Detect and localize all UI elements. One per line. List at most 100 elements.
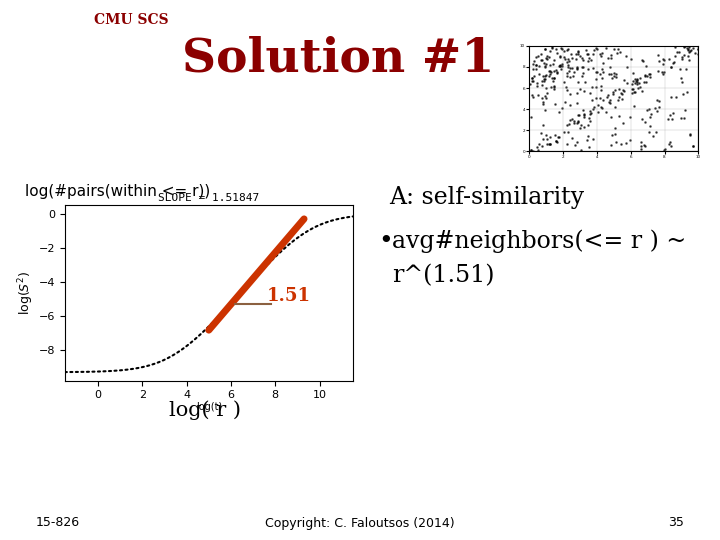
- Point: [526, 73, 537, 82]
- Point: [679, 42, 690, 51]
- Point: [562, 55, 574, 63]
- Point: [631, 80, 643, 89]
- Point: [667, 115, 678, 124]
- Point: [613, 111, 625, 120]
- Point: [635, 141, 647, 150]
- Point: [525, 113, 536, 122]
- Point: [563, 66, 575, 75]
- Point: [526, 76, 538, 85]
- Point: [544, 67, 556, 76]
- Point: [681, 44, 693, 52]
- Point: [571, 50, 582, 58]
- Point: [544, 60, 556, 69]
- Point: [668, 57, 680, 66]
- Point: [613, 92, 624, 101]
- Point: [615, 140, 626, 149]
- Point: [556, 45, 567, 53]
- Point: [657, 55, 669, 63]
- Point: [548, 82, 559, 91]
- Point: [653, 57, 665, 65]
- Point: [541, 52, 553, 60]
- Point: [603, 53, 614, 62]
- Point: [541, 59, 552, 68]
- Point: [595, 85, 606, 94]
- Point: [629, 101, 640, 110]
- Point: [536, 93, 547, 102]
- Point: [552, 133, 564, 141]
- Text: CMU SCS: CMU SCS: [94, 14, 168, 28]
- Point: [572, 118, 584, 126]
- Point: [644, 72, 655, 81]
- Point: [610, 70, 621, 79]
- Point: [662, 114, 674, 123]
- Point: [621, 63, 633, 71]
- Point: [606, 51, 617, 59]
- Point: [585, 110, 596, 119]
- Point: [640, 62, 652, 71]
- Point: [548, 66, 559, 75]
- Point: [546, 44, 558, 52]
- Point: [528, 72, 539, 80]
- Point: [627, 77, 639, 86]
- Point: [635, 138, 647, 146]
- Point: [540, 45, 552, 54]
- Point: [579, 87, 590, 96]
- Point: [546, 43, 557, 51]
- Point: [617, 86, 629, 94]
- Point: [590, 75, 602, 84]
- Point: [562, 85, 573, 94]
- Point: [628, 69, 639, 77]
- Point: [562, 44, 574, 53]
- Point: [562, 63, 573, 71]
- Point: [528, 59, 539, 68]
- Point: [539, 62, 550, 71]
- Point: [660, 145, 671, 153]
- Point: [539, 75, 551, 83]
- Point: [549, 100, 560, 109]
- Point: [564, 63, 575, 72]
- Point: [537, 71, 549, 80]
- Point: [564, 73, 576, 82]
- Point: [564, 116, 575, 125]
- Point: [595, 94, 606, 103]
- Point: [609, 130, 621, 139]
- Point: [536, 50, 547, 59]
- Point: [548, 77, 559, 86]
- Point: [605, 141, 616, 150]
- Point: [582, 132, 593, 140]
- Point: [625, 55, 636, 63]
- Point: [541, 93, 552, 102]
- Point: [585, 109, 597, 117]
- Point: [572, 48, 584, 57]
- Point: [527, 93, 539, 102]
- Point: [544, 139, 555, 148]
- Point: [621, 139, 632, 147]
- Text: log(#pairs(within <= r)): log(#pairs(within <= r)): [25, 184, 210, 199]
- Point: [611, 49, 623, 57]
- Point: [588, 49, 599, 58]
- Point: [652, 96, 663, 104]
- Point: [641, 106, 652, 114]
- Point: [592, 108, 603, 117]
- Point: [527, 77, 539, 85]
- Point: [606, 131, 617, 140]
- Point: [626, 85, 638, 94]
- Point: [591, 45, 603, 53]
- Point: [576, 63, 588, 71]
- Point: [667, 59, 678, 68]
- Point: [677, 52, 688, 61]
- Point: [571, 98, 582, 107]
- Point: [676, 54, 688, 63]
- Point: [688, 141, 699, 150]
- Point: [549, 74, 560, 83]
- Point: [531, 60, 542, 69]
- Point: [555, 64, 567, 73]
- Point: [597, 74, 608, 83]
- Point: [559, 98, 570, 106]
- Point: [590, 94, 602, 103]
- Point: [538, 99, 549, 108]
- Point: [678, 90, 689, 99]
- Point: [634, 73, 646, 82]
- Point: [647, 131, 659, 140]
- Point: [693, 50, 704, 58]
